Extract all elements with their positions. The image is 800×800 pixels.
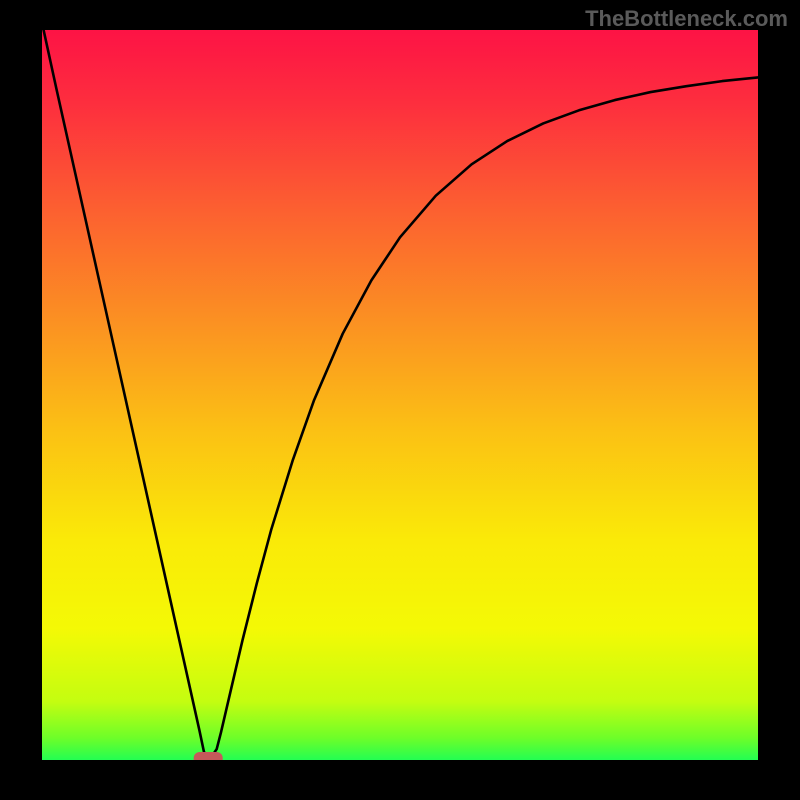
chart-container: TheBottleneck.com bbox=[0, 0, 800, 800]
minimum-marker bbox=[194, 752, 223, 760]
plot-area bbox=[42, 30, 758, 760]
attribution-text: TheBottleneck.com bbox=[585, 6, 788, 32]
curve-path bbox=[42, 30, 758, 759]
curve-svg bbox=[42, 30, 758, 760]
